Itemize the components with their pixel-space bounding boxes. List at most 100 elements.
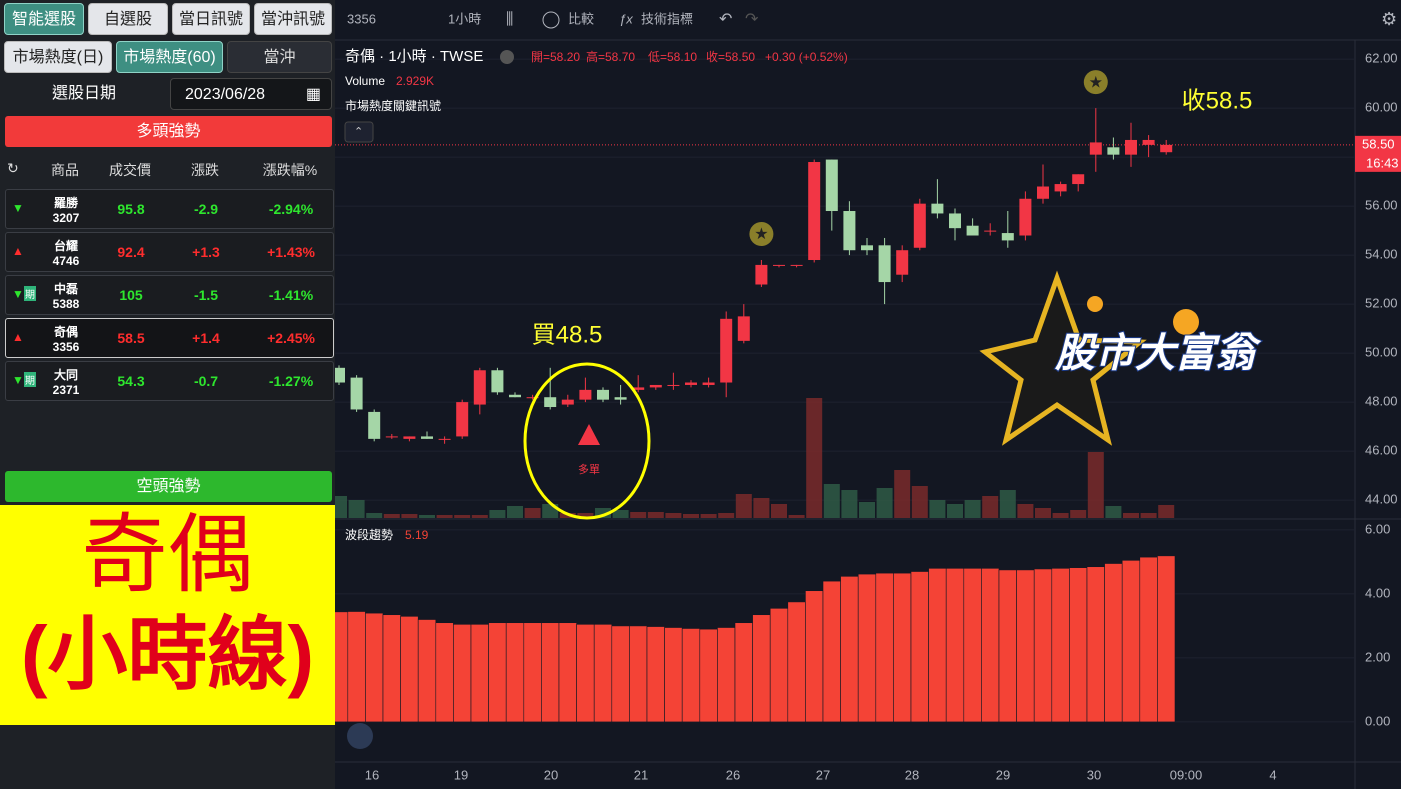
change: -2.9 [193, 201, 219, 217]
tab[interactable]: 當日訊號 [172, 3, 250, 35]
volume-bar [683, 514, 699, 518]
candle-body [649, 384, 662, 388]
stock-row[interactable]: ▼ 羅勝 3207 95.8 -2.9 -2.94% [5, 189, 334, 229]
logo-text: 股市大富翁 [1054, 332, 1262, 376]
volume-bar [1158, 504, 1175, 518]
trend-bar [893, 572, 912, 723]
stock-row[interactable]: ▼ 期 中磊 5388 105 -1.5 -1.41% [5, 275, 334, 315]
volume-bar [1035, 508, 1051, 518]
y-tick-label: 2.00 [1365, 649, 1390, 664]
change: +1.3 [192, 244, 220, 260]
candle-body [773, 264, 785, 266]
collapse-btn[interactable] [344, 121, 374, 143]
y-tick-label: 4.00 [1365, 585, 1390, 600]
settings[interactable]: ⚙ [1381, 9, 1397, 29]
price: 92.4 [117, 244, 145, 260]
table-header: ↻ 商品 成交價 漲跌 漲跌幅% [5, 152, 332, 184]
subtab[interactable]: 市場熱度(60) [116, 41, 223, 73]
candle-body [1072, 174, 1085, 185]
logo-coin [1173, 309, 1199, 335]
overlay-line: 奇偶 [81, 507, 254, 603]
candle-body [350, 377, 363, 410]
candle-body [931, 203, 944, 214]
candle-body [1107, 147, 1120, 155]
tab[interactable]: 智能選股 [4, 3, 84, 35]
x-tick-label: 20 [544, 767, 558, 782]
price: 58.5 [117, 330, 145, 346]
y-tick-label: 50.00 [1365, 345, 1398, 360]
futures-badge: 期 [24, 372, 36, 387]
candle-body [913, 203, 926, 248]
bear-header: 空頭強勢 [5, 471, 332, 502]
trend-bar [611, 625, 630, 723]
interval[interactable]: 1小時 [448, 11, 481, 26]
y-tick-label: 46.00 [1365, 443, 1398, 458]
stock-row[interactable]: ▼ 期 大同 2371 54.3 -0.7 -1.27% [5, 361, 334, 401]
candle-body [861, 245, 873, 251]
indicators[interactable]: 技術指標 [641, 11, 693, 26]
redo[interactable]: ↷ [745, 11, 759, 28]
trend-bar [1121, 560, 1141, 723]
volume-bar [1123, 513, 1139, 518]
symbol[interactable]: 3356 [347, 11, 376, 26]
trend-bar [857, 573, 877, 723]
tab[interactable]: 當沖訊號 [254, 3, 332, 35]
stock-row[interactable]: ▲ 台耀 4746 92.4 +1.3 +1.43% [5, 232, 334, 272]
volume-value: 2.929K [396, 74, 434, 88]
ohlc-value: 開=58.20 [531, 50, 580, 64]
volume-bar [630, 512, 647, 518]
subtab[interactable]: 當沖 [227, 41, 332, 73]
trend-bar [576, 624, 595, 723]
volume-bar [753, 498, 770, 518]
volume-bar [595, 508, 611, 518]
bull-header: 多頭強勢 [5, 116, 332, 147]
y-tick-label: 48.00 [1365, 394, 1398, 409]
overlay-line: (小時線) [20, 610, 315, 699]
stock-name: 奇偶 [53, 325, 78, 339]
calendar-icon[interactable]: ▦ [305, 86, 321, 103]
candle-body [1125, 139, 1137, 155]
trend-bar [664, 627, 683, 723]
tab[interactable]: 自選股 [88, 3, 168, 35]
buy-note: 買48.5 [532, 321, 603, 348]
column-header: 漲跌幅% [262, 162, 318, 178]
date-input[interactable]: 2023/06/28 ▦ [170, 78, 332, 110]
candle-body [790, 264, 803, 266]
subtab[interactable]: 市場熱度(日) [4, 41, 112, 73]
volume-bar [700, 514, 717, 518]
candle-body [1142, 139, 1155, 145]
trend-bar [347, 611, 366, 723]
compare-icon[interactable] [542, 11, 560, 29]
candle-body [526, 397, 539, 399]
indicator-icon[interactable]: ƒx [619, 11, 633, 26]
stock-code: 3207 [52, 211, 80, 225]
trend-bar [523, 622, 542, 723]
trend-bar [558, 622, 577, 723]
x-tick-label: 21 [634, 767, 648, 782]
stock-row[interactable]: ▲ 奇偶 3356 58.5 +1.4 +2.45% [5, 318, 334, 358]
chart-title: 奇偶 · 1小時 · TWSE [345, 48, 483, 65]
compare[interactable]: 比較 [568, 11, 594, 26]
trend-bar [400, 616, 419, 723]
candle-body [491, 370, 504, 393]
trend-bar [840, 576, 859, 723]
last-price: 58.50 [1362, 136, 1395, 151]
stock-code: 2371 [52, 383, 80, 397]
volume-bar [876, 488, 893, 518]
refresh-icon[interactable]: ↻ [7, 160, 19, 176]
y-tick-label: 54.00 [1365, 247, 1398, 262]
candle-body [878, 245, 891, 283]
candle-body [1054, 184, 1067, 192]
trend-bar [365, 612, 384, 723]
change-pct: +2.45% [267, 330, 315, 346]
undo[interactable]: ↶ [719, 11, 732, 28]
trend-bar [435, 622, 454, 723]
logo-coin [1087, 296, 1103, 312]
chart-type-icon[interactable]: ⫼ [506, 11, 513, 28]
trend-bar [1051, 568, 1070, 723]
volume-bar [1070, 510, 1087, 518]
price: 105 [119, 287, 143, 303]
candle-body [579, 389, 592, 400]
signal-name: 市場熱度關鍵訊號 [345, 98, 441, 113]
candle-body [456, 402, 469, 437]
